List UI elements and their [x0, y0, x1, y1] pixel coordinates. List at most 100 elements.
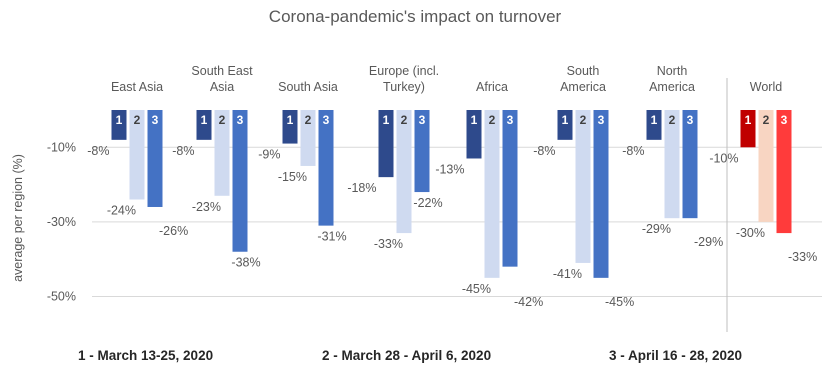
bar-index-label: 1: [651, 113, 658, 127]
bar: [758, 110, 774, 222]
bar-index-label: 1: [471, 113, 478, 127]
bar-index-label: 1: [201, 113, 208, 127]
gridlines: [92, 78, 822, 332]
bar: [664, 110, 680, 219]
bar-index-label: 2: [134, 113, 141, 127]
bar-index-label: 2: [401, 113, 408, 127]
bar: [484, 110, 500, 278]
bar-index-label: 3: [152, 113, 159, 127]
bar: [111, 110, 127, 140]
legend-item-2: 2 - March 28 - April 6, 2020: [322, 348, 491, 363]
bar: [196, 110, 212, 140]
bar-index-label: 3: [507, 113, 514, 127]
bar-index-label: 3: [323, 113, 330, 127]
region-label: Africa: [476, 80, 508, 94]
region-label: South East: [191, 64, 253, 78]
region-label: America: [560, 80, 606, 94]
data-label: -9%: [258, 148, 280, 162]
region-label: North: [657, 64, 688, 78]
legend-item-3: 3 - April 16 - 28, 2020: [609, 348, 742, 363]
data-label: -15%: [278, 170, 307, 184]
data-label: -45%: [462, 282, 491, 296]
legend-item-1: 1 - March 13-25, 2020: [78, 348, 213, 363]
bar-index-label: 3: [598, 113, 605, 127]
chart-title: Corona-pandemic's impact on turnover: [269, 7, 562, 26]
data-label: -45%: [605, 295, 634, 309]
bar-index-label: 1: [116, 113, 123, 127]
bars: [111, 110, 792, 278]
bar-index-label: 3: [237, 113, 244, 127]
bar-index-label: 1: [745, 113, 752, 127]
y-tick-label: -10%: [47, 140, 76, 154]
bar-index-label: 3: [419, 113, 426, 127]
bar: [300, 110, 316, 166]
data-label: -13%: [435, 162, 464, 176]
data-label: -18%: [347, 181, 376, 195]
bar-index-label: 2: [489, 113, 496, 127]
bar-index-label: 2: [219, 113, 226, 127]
bar: [414, 110, 430, 193]
bar: [282, 110, 298, 144]
bar: [593, 110, 609, 278]
data-label: -8%: [533, 144, 555, 158]
region-label: Europe (incl.: [369, 64, 439, 78]
data-label: -38%: [231, 256, 260, 270]
bar: [214, 110, 230, 196]
y-tick-labels: -10% -30% -50%: [47, 140, 76, 303]
data-label: -29%: [694, 235, 723, 249]
data-label: -10%: [709, 151, 738, 165]
bar-index-label: 3: [781, 113, 788, 127]
bar-index-label: 2: [763, 113, 770, 127]
bar: [318, 110, 334, 226]
region-label: South Asia: [278, 80, 338, 94]
bar-index-label: 2: [669, 113, 676, 127]
data-label: -29%: [642, 222, 671, 236]
data-label: -42%: [514, 295, 543, 309]
bar-index-label: 1: [562, 113, 569, 127]
bar: [776, 110, 792, 234]
region-label: Turkey): [383, 80, 425, 94]
data-label: -33%: [788, 250, 817, 264]
y-tick-label: -30%: [47, 215, 76, 229]
data-label: -24%: [107, 204, 136, 218]
data-label: -26%: [159, 224, 188, 238]
data-label: -23%: [192, 200, 221, 214]
bar-index-label: 1: [383, 113, 390, 127]
bar: [740, 110, 756, 148]
data-label: -8%: [87, 144, 109, 158]
region-label: World: [750, 80, 782, 94]
data-label: -30%: [736, 226, 765, 240]
region-label: South: [567, 64, 600, 78]
region-label: Asia: [210, 80, 234, 94]
bar: [396, 110, 412, 234]
bar: [646, 110, 662, 140]
bar: [378, 110, 394, 178]
data-labels: 1 -8% 2 -24% 3 -26% 1 -8% 2 -23% 3 -38% 1 -9% 2 -15% 3 -3…: [87, 113, 817, 309]
bar: [557, 110, 573, 140]
region-label: America: [649, 80, 695, 94]
bar: [129, 110, 145, 200]
data-label: -41%: [553, 267, 582, 281]
bar: [502, 110, 518, 267]
bar-index-label: 2: [305, 113, 312, 127]
data-label: -33%: [374, 237, 403, 251]
bar: [232, 110, 248, 252]
region-label: East Asia: [111, 80, 163, 94]
data-label: -8%: [622, 144, 644, 158]
legend: 1 - March 13-25, 2020 2 - March 28 - Apr…: [78, 348, 742, 363]
region-labels: East Asia South East Asia South Asia Europe …: [111, 64, 782, 94]
bar-index-label: 2: [580, 113, 587, 127]
bar: [466, 110, 482, 159]
bar: [575, 110, 591, 263]
bar-index-label: 3: [687, 113, 694, 127]
y-axis-label: average per region (%): [11, 154, 25, 282]
bar-index-label: 1: [287, 113, 294, 127]
data-label: -8%: [172, 144, 194, 158]
data-label: -31%: [317, 230, 346, 244]
bar: [147, 110, 163, 207]
data-label: -22%: [413, 196, 442, 210]
y-tick-label: -50%: [47, 290, 76, 304]
bar: [682, 110, 698, 219]
